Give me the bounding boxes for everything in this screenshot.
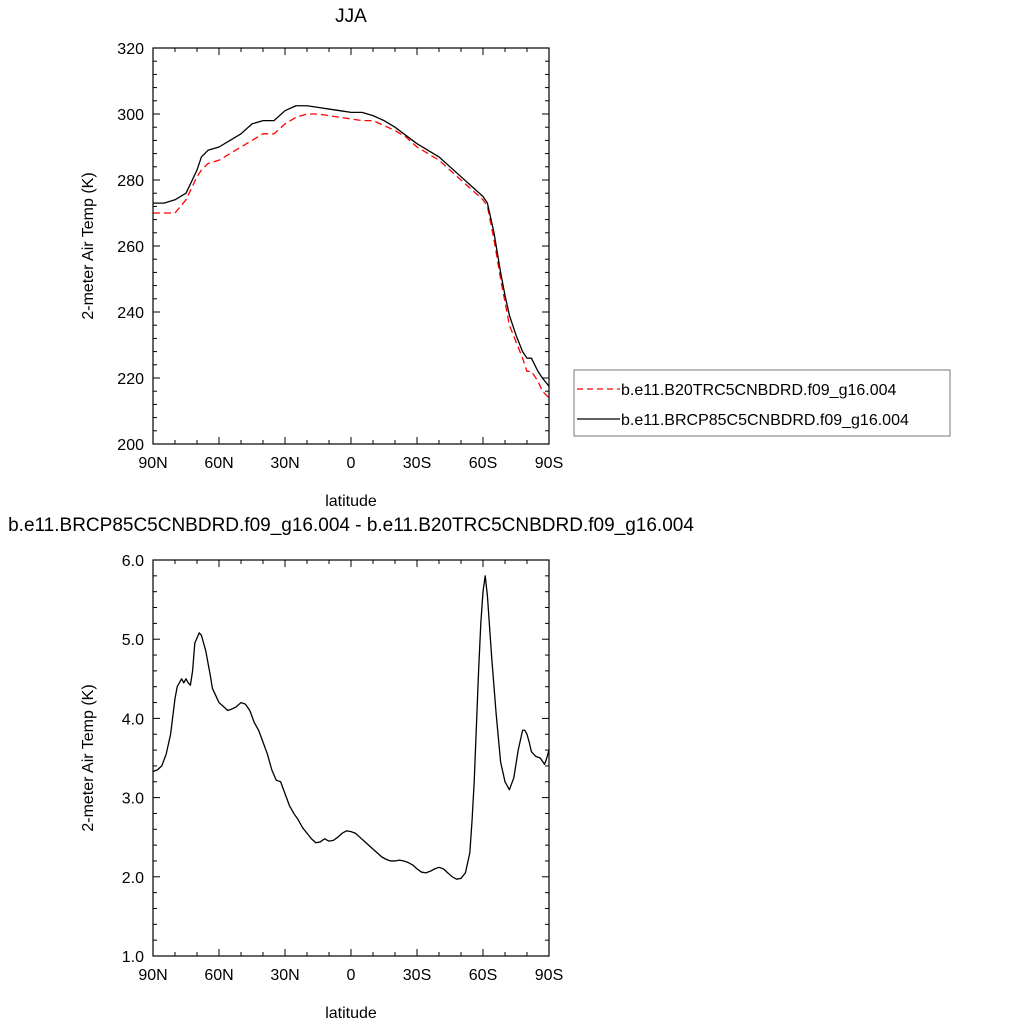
top-x-tick-label: 60S xyxy=(469,455,497,472)
top-x-tick-label: 60N xyxy=(204,455,233,472)
bottom-y-tick-label: 3.0 xyxy=(122,791,144,808)
top-x-tick-label: 30N xyxy=(270,455,299,472)
top-y-axis-title: 2-meter Air Temp (K) xyxy=(80,172,97,319)
bottom-x-tick-label: 90N xyxy=(138,967,167,984)
top-x-axis-title: latitude xyxy=(325,493,377,510)
top-y-tick-label: 300 xyxy=(117,107,144,124)
bottom-x-tick-label: 0 xyxy=(347,967,356,984)
bottom-y-tick-label: 6.0 xyxy=(122,553,144,570)
top-y-tick-label: 220 xyxy=(117,371,144,388)
bottom-panel: b.e11.BRCP85C5CNBDRD.f09_g16.004 - b.e11… xyxy=(8,515,694,1022)
top-y-tick-label: 320 xyxy=(117,41,144,58)
top-y-tick-label: 200 xyxy=(117,437,144,454)
top-x-tick-label: 0 xyxy=(347,455,356,472)
top-title: JJA xyxy=(335,6,367,27)
bottom-x-tick-label: 60N xyxy=(204,967,233,984)
legend-label-historical: b.e11.B20TRC5CNBDRD.f09_g16.004 xyxy=(621,382,897,399)
top-y-tick-label: 260 xyxy=(117,239,144,256)
legend: b.e11.B20TRC5CNBDRD.f09_g16.004 b.e11.BR… xyxy=(573,369,951,437)
bottom-y-tick-label: 1.0 xyxy=(122,949,144,966)
bottom-y-tick-label: 2.0 xyxy=(122,870,144,887)
legend-box xyxy=(573,369,951,437)
legend-label-rcp85: b.e11.BRCP85C5CNBDRD.f09_g16.004 xyxy=(621,412,909,429)
bottom-y-tick-label: 5.0 xyxy=(122,632,144,649)
bottom-x-tick-label: 90S xyxy=(535,967,563,984)
bottom-y-axis-title: 2-meter Air Temp (K) xyxy=(80,684,97,831)
top-y-tick-label: 280 xyxy=(117,173,144,190)
bottom-x-axis-title: latitude xyxy=(325,1005,377,1022)
bottom-y-tick-label: 4.0 xyxy=(122,711,144,728)
top-series-line-1 xyxy=(153,105,550,387)
top-series-group xyxy=(153,105,550,399)
bottom-tick-labels: 90N 60N 30N 0 30S 60S 90S 1.0 2.0 3.0 4.0 5.0 6.0 xyxy=(122,553,563,984)
bottom-x-tick-label: 30N xyxy=(270,967,299,984)
top-series-line-0 xyxy=(153,113,550,399)
top-x-tick-label: 30S xyxy=(403,455,431,472)
bottom-title: b.e11.BRCP85C5CNBDRD.f09_g16.004 - b.e11… xyxy=(8,515,694,536)
bottom-series-line-0 xyxy=(152,575,550,880)
top-y-tick-label: 240 xyxy=(117,305,144,322)
bottom-x-tick-label: 30S xyxy=(403,967,431,984)
top-ticks xyxy=(152,47,550,445)
top-plot-frame xyxy=(152,47,550,445)
bottom-plot-frame xyxy=(152,559,550,957)
bottom-x-tick-label: 60S xyxy=(469,967,497,984)
bottom-ticks xyxy=(152,559,550,957)
top-panel: JJA 2-meter Air Temp (K) latitude 90N 60N… xyxy=(80,6,563,510)
bottom-series-group xyxy=(152,575,550,880)
top-x-tick-label: 90S xyxy=(535,455,563,472)
top-x-tick-label: 90N xyxy=(138,455,167,472)
top-tick-labels: 90N 60N 30N 0 30S 60S 90S 200 220 240 260 280 300 320 xyxy=(117,41,563,472)
